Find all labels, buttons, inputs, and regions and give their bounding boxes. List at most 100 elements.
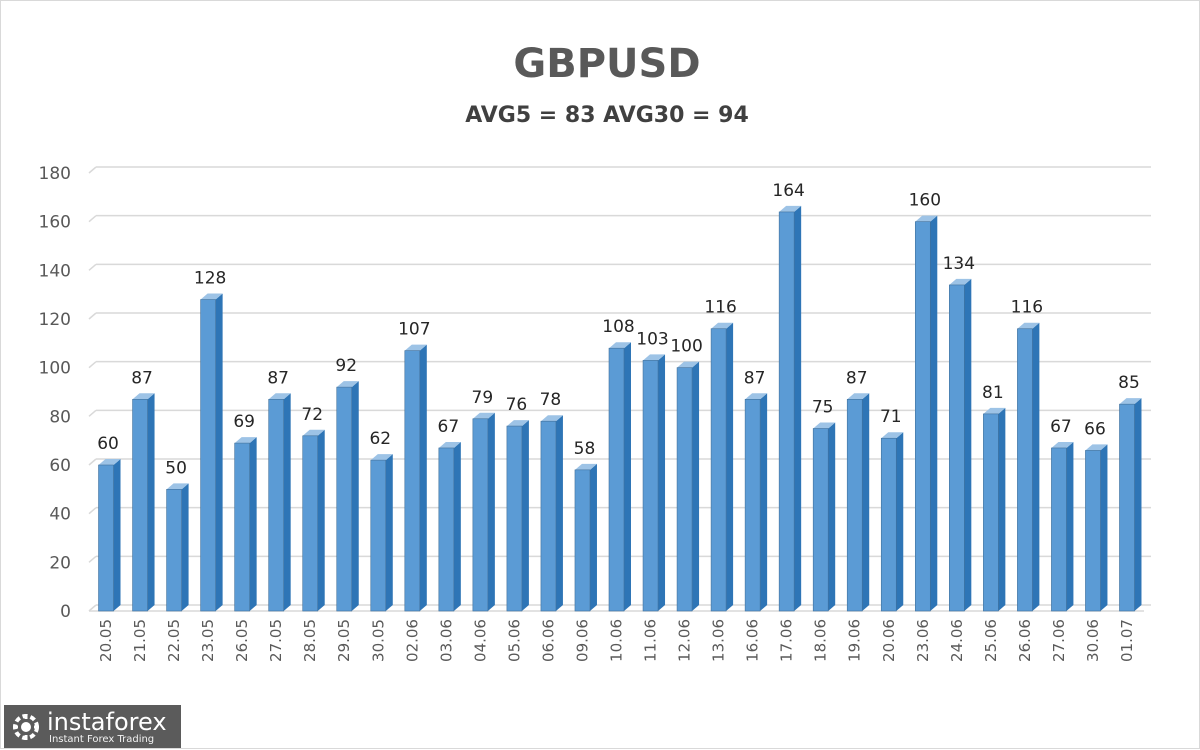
gridline-stub [88, 312, 97, 320]
x-tick-label: 03.06 [437, 619, 455, 662]
bar-top [574, 463, 597, 470]
bar-side [896, 432, 904, 611]
data-label: 71 [880, 407, 902, 427]
bar [234, 437, 257, 612]
x-tick-label: 17.06 [778, 619, 796, 662]
bar-top [472, 412, 495, 419]
chart-title: GBPUSD [513, 41, 701, 87]
data-label: 108 [602, 317, 634, 337]
bar [370, 454, 393, 612]
data-label: 81 [982, 383, 1004, 403]
bar [846, 393, 870, 612]
bar [1051, 441, 1074, 612]
data-label: 87 [131, 368, 153, 388]
bar-front [744, 398, 761, 612]
axes: 0 20 40 60 80 100 120 140 160 180 20.05 21.05 22.05 2… [39, 164, 1136, 662]
bar-top [1017, 322, 1040, 329]
data-label: 72 [301, 405, 323, 425]
bar-front [234, 442, 250, 612]
data-label: 87 [846, 368, 868, 388]
y-tick-label: 0 [60, 602, 71, 622]
y-tick-label: 40 [49, 505, 71, 525]
bar-front [1051, 447, 1067, 612]
y-tick-label: 20 [49, 553, 71, 573]
data-label: 60 [97, 434, 119, 454]
bar-front [846, 398, 863, 612]
bar-side [964, 278, 972, 611]
bar-side [555, 415, 563, 611]
bar-side [862, 393, 870, 611]
bar-side [1100, 444, 1108, 611]
x-tick-label: 27.06 [1050, 619, 1068, 662]
gridline-stub [88, 409, 97, 417]
x-tick-label: 25.06 [982, 619, 1000, 662]
bar [166, 483, 189, 612]
bar-front [880, 437, 897, 612]
bar-front [1085, 450, 1101, 612]
bar-side [760, 393, 768, 611]
bar-front [438, 447, 455, 612]
bar-top [847, 393, 870, 400]
x-tick-label: 23.06 [914, 619, 932, 662]
bar-front [200, 299, 216, 612]
data-label: 128 [194, 269, 226, 289]
data-label: 164 [772, 181, 804, 201]
bar-front [914, 221, 931, 612]
bar-front [710, 328, 727, 612]
data-label: 87 [267, 368, 289, 388]
bar-side [624, 342, 631, 611]
bar-top [166, 483, 189, 490]
bar-top [132, 393, 155, 400]
bar [949, 278, 972, 612]
gridline-stub [88, 555, 97, 563]
bar [880, 432, 904, 612]
data-label: 92 [335, 356, 357, 376]
bar [914, 215, 938, 612]
bar [778, 205, 802, 612]
data-label: 66 [1084, 419, 1106, 439]
bar-top [370, 454, 393, 461]
bar-top [813, 422, 836, 429]
bar-front [778, 211, 795, 612]
gear-icon [13, 714, 39, 740]
bar-front [506, 425, 523, 612]
x-tick-label: 20.06 [880, 619, 898, 662]
x-tick-label: 20.05 [97, 619, 115, 662]
bar-top [234, 437, 257, 444]
bar-top [983, 407, 1006, 414]
bar-side [215, 293, 223, 611]
bar-front [608, 347, 625, 612]
bar-top [336, 381, 359, 388]
bar-top [779, 205, 802, 212]
bar-side [453, 441, 461, 611]
bar-side [998, 407, 1006, 611]
bar [1085, 444, 1108, 612]
y-tick-label: 80 [49, 407, 71, 427]
x-tick-label: 13.06 [710, 619, 728, 662]
bar-front [166, 489, 182, 612]
x-tick-label: 01.07 [1118, 619, 1136, 662]
y-tick-label: 160 [39, 213, 71, 233]
bar [676, 361, 700, 612]
bar-top [438, 441, 461, 448]
data-label: 87 [744, 368, 766, 388]
bar-front [472, 418, 489, 612]
bar-side [249, 437, 257, 611]
x-tick-label: 29.05 [335, 619, 353, 662]
bar-front [370, 459, 387, 612]
bar-top [677, 361, 700, 368]
bar-side [385, 454, 393, 611]
chart-subtitle: AVG5 = 83 AVG30 = 94 [465, 103, 749, 128]
bar-front [336, 386, 353, 612]
x-tick-label: 16.06 [744, 619, 762, 662]
bar [132, 393, 155, 612]
bar [302, 429, 325, 612]
y-tick-label: 140 [39, 261, 71, 281]
bar-top [643, 354, 666, 361]
bar-top [302, 429, 325, 436]
data-label: 76 [506, 395, 528, 415]
data-label: 107 [398, 320, 430, 340]
bar-side [487, 412, 495, 611]
